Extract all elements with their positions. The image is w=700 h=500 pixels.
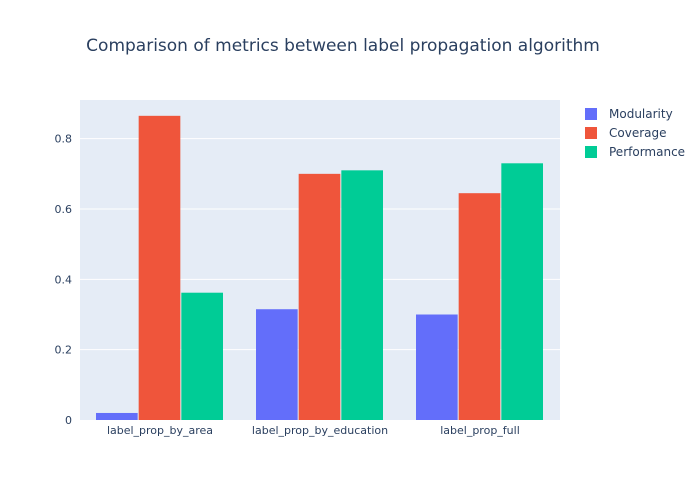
legend-swatch-performance[interactable] bbox=[585, 146, 597, 158]
bar-modularity-0 bbox=[96, 412, 138, 420]
x-tick-label: label_prop_by_education bbox=[252, 424, 388, 437]
bar-performance-2 bbox=[501, 163, 543, 421]
y-tick-label: 0.8 bbox=[55, 133, 73, 146]
bar-modularity-2 bbox=[416, 314, 458, 420]
legend-swatch-coverage[interactable] bbox=[585, 127, 597, 139]
bar-performance-1 bbox=[341, 170, 383, 420]
y-tick-label: 0.2 bbox=[55, 344, 73, 357]
bar-performance-0 bbox=[181, 292, 223, 420]
bar-coverage-1 bbox=[298, 173, 341, 420]
x-tick-label: label_prop_full bbox=[440, 424, 520, 437]
bar-modularity-1 bbox=[256, 309, 298, 420]
bars bbox=[96, 115, 543, 421]
legend-label-modularity[interactable]: Modularity bbox=[609, 107, 673, 121]
y-tick-label: 0.4 bbox=[55, 273, 73, 286]
y-tick-label: 0 bbox=[65, 414, 72, 427]
legend-label-performance[interactable]: Performance bbox=[609, 145, 685, 159]
bar-coverage-2 bbox=[458, 193, 501, 420]
legend-swatch-modularity[interactable] bbox=[585, 108, 597, 120]
x-tick-label: label_prop_by_area bbox=[107, 424, 213, 437]
x-axis-ticks: label_prop_by_area label_prop_by_educatio… bbox=[107, 424, 520, 437]
bar-coverage-0 bbox=[138, 115, 181, 421]
y-tick-label: 0.6 bbox=[55, 203, 73, 216]
chart-title: Comparison of metrics between label prop… bbox=[86, 36, 600, 56]
legend: Modularity Coverage Performance bbox=[585, 107, 685, 159]
y-axis-ticks: 0 0.2 0.4 0.6 0.8 bbox=[55, 133, 73, 427]
legend-label-coverage[interactable]: Coverage bbox=[609, 126, 667, 140]
